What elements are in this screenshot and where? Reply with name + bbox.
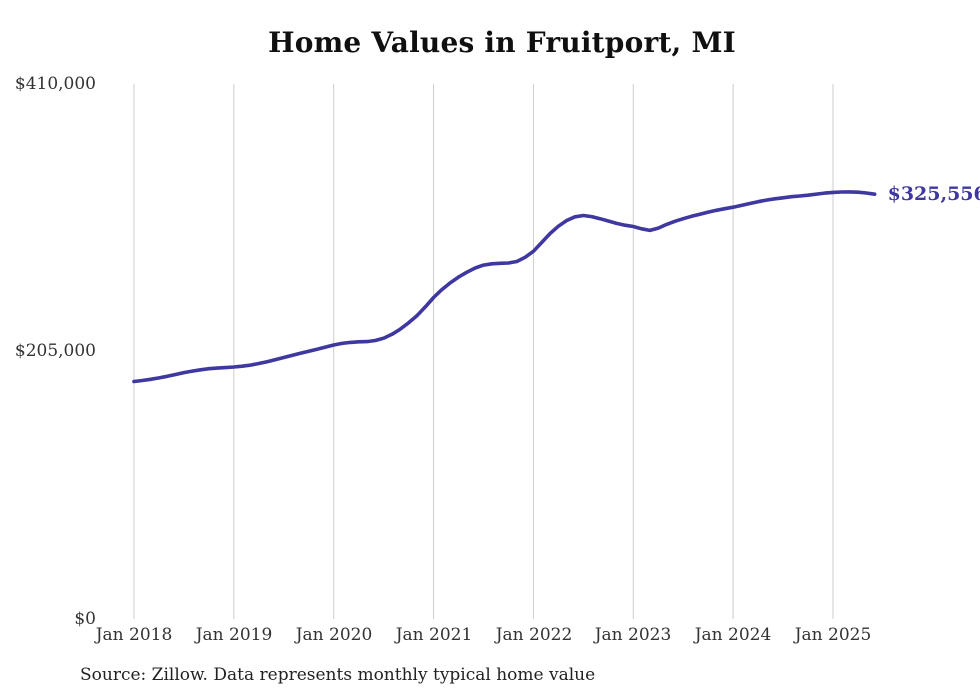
y-tick-410000: $410,000 [14, 74, 96, 94]
vertical-gridlines [133, 84, 834, 619]
x-tick-jan-2018: Jan 2018 [95, 625, 173, 645]
x-tick-jan-2020: Jan 2020 [295, 625, 373, 645]
home-value-line [132, 190, 877, 384]
x-tick-jan-2022: Jan 2022 [495, 625, 573, 645]
x-tick-jan-2023: Jan 2023 [594, 625, 672, 645]
x-tick-jan-2024: Jan 2024 [694, 625, 772, 645]
final-value-label: $325,556 [887, 183, 980, 206]
source-note: Source: Zillow. Data represents monthly … [80, 665, 596, 685]
x-tick-jan-2021: Jan 2021 [395, 625, 473, 645]
x-tick-jan-2025: Jan 2025 [794, 625, 872, 645]
chart-title: Home Values in Fruitport, MI [268, 26, 736, 59]
y-tick-205000: $205,000 [14, 341, 96, 361]
y-tick-0: $0 [74, 609, 96, 629]
x-tick-jan-2019: Jan 2019 [195, 625, 273, 645]
